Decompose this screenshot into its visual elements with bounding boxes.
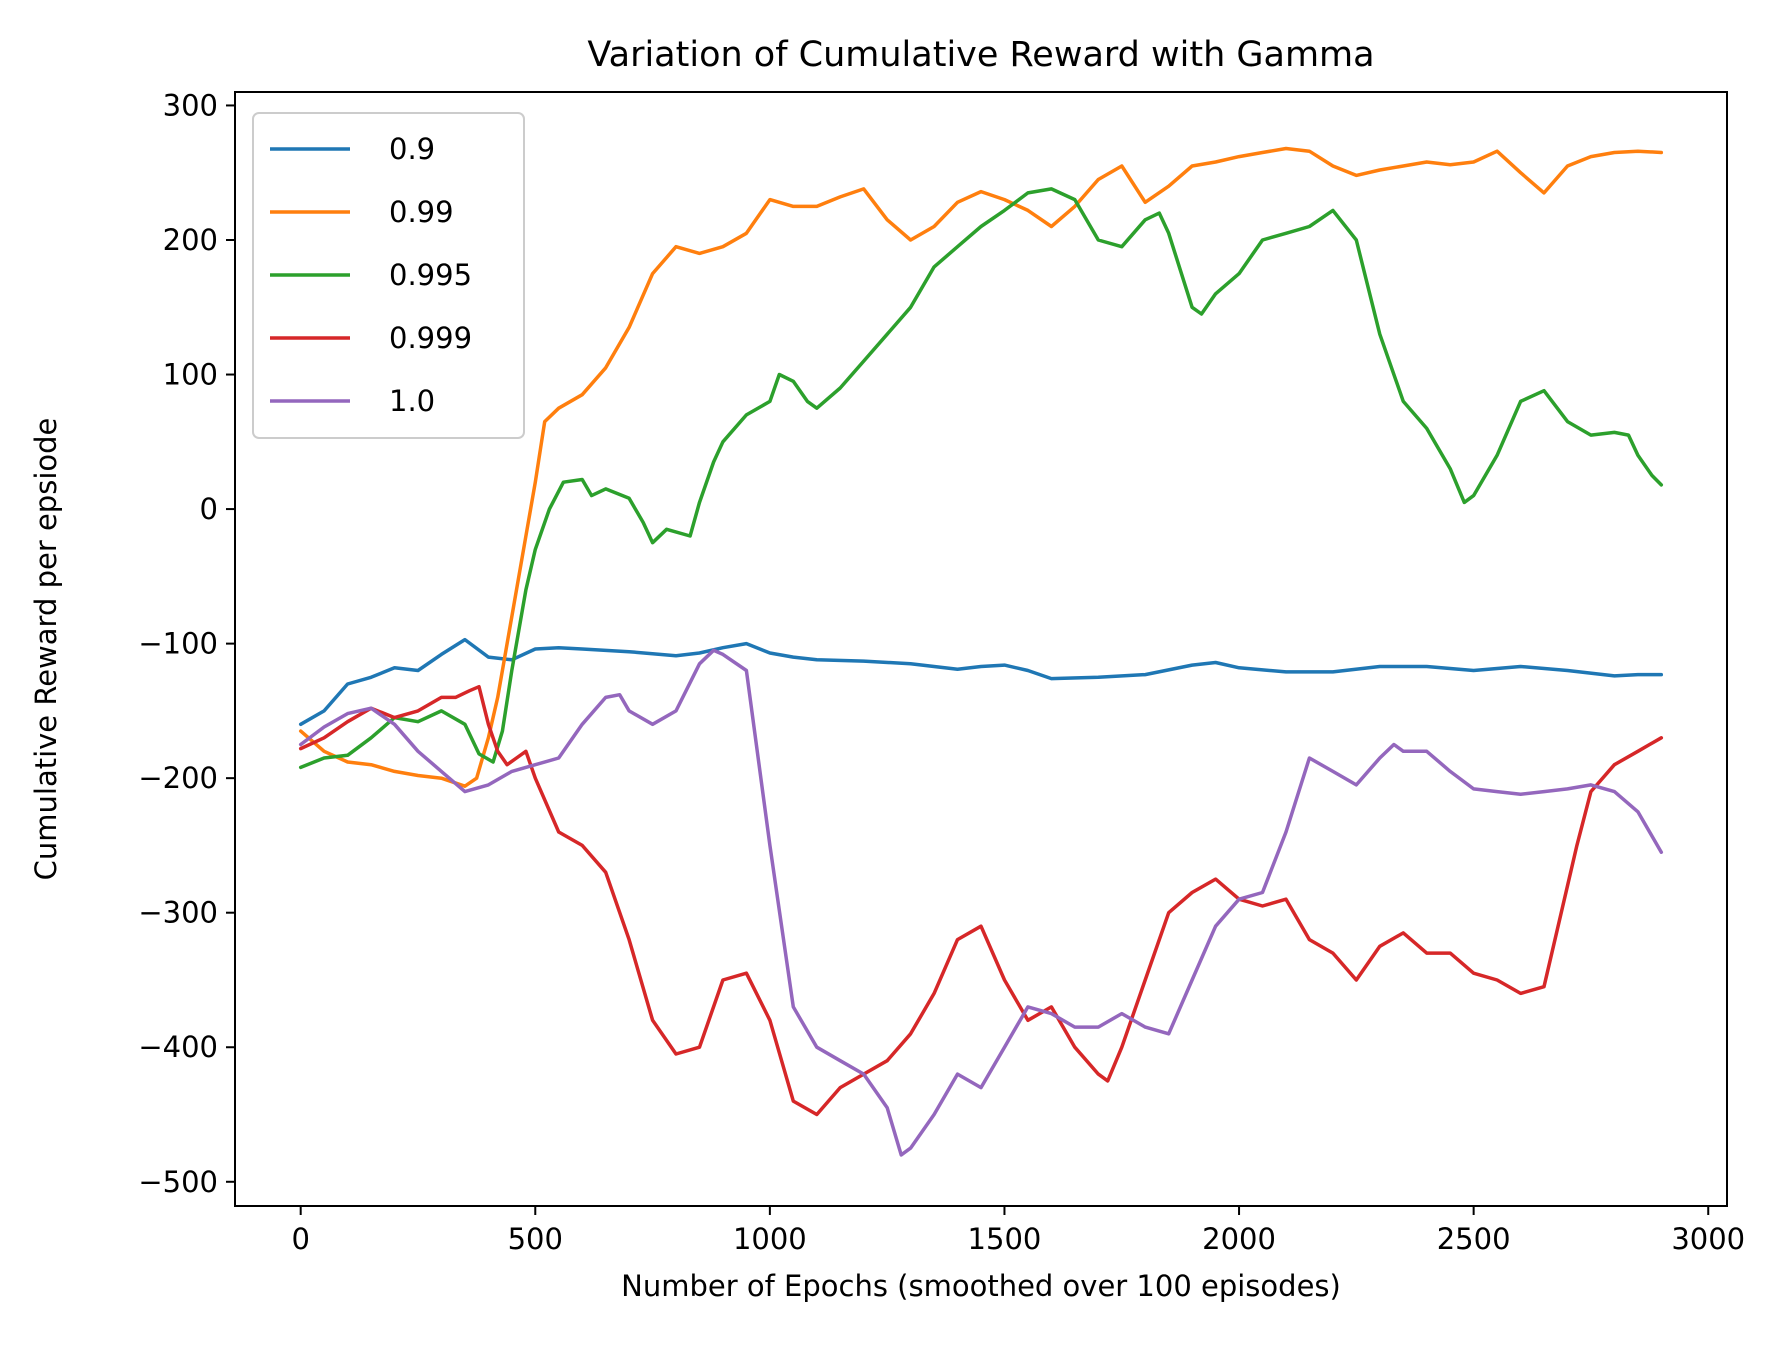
- x-axis-ticks: 0 500 1000 1500 2000 2500 3000: [291, 1206, 1745, 1256]
- y-tick-label: 0: [200, 492, 218, 526]
- series-line-2: [298, 187, 1664, 770]
- x-tick-label: 500: [508, 1222, 563, 1256]
- series-line-1: [298, 146, 1664, 788]
- chart-title: Variation of Cumulative Reward with Gamm…: [587, 35, 1374, 75]
- axes-frame: [234, 91, 1728, 1207]
- y-tick-label: 300: [163, 88, 218, 122]
- series-line-4: [298, 648, 1664, 1157]
- legend-label-3: 0.999: [389, 321, 472, 355]
- y-tick-label: −400: [138, 1030, 218, 1064]
- plot-lines: [298, 146, 1664, 1157]
- y-axis-ticks: 300 200 100 0 −100 −200 −300 −400 −500: [138, 88, 235, 1199]
- legend-label-1: 0.99: [389, 195, 454, 229]
- y-tick-label: 200: [163, 223, 218, 257]
- legend-label-2: 0.995: [389, 258, 472, 292]
- legend-label-4: 1.0: [389, 384, 435, 418]
- x-tick-label: 1500: [968, 1222, 1042, 1256]
- x-tick-label: 3000: [1671, 1222, 1745, 1256]
- y-tick-label: −100: [138, 627, 218, 661]
- x-tick-label: 0: [291, 1222, 309, 1256]
- y-axis-label: Cumulative Reward per epsiode: [29, 418, 63, 881]
- x-axis-label: Number of Epochs (smoothed over 100 epis…: [621, 1269, 1341, 1303]
- legend: 0.9 0.99 0.995 0.999 1.0: [252, 112, 525, 439]
- series-line-0: [298, 637, 1664, 727]
- y-tick-label: −500: [138, 1165, 218, 1199]
- legend-box: [252, 112, 525, 439]
- x-tick-label: 2500: [1437, 1222, 1511, 1256]
- y-tick-label: 100: [163, 358, 218, 392]
- x-tick-label: 1000: [733, 1222, 807, 1256]
- y-tick-label: −200: [138, 761, 218, 795]
- x-tick-label: 2000: [1202, 1222, 1276, 1256]
- legend-label-0: 0.9: [389, 132, 435, 166]
- series-line-3: [298, 684, 1664, 1117]
- y-tick-label: −300: [138, 896, 218, 930]
